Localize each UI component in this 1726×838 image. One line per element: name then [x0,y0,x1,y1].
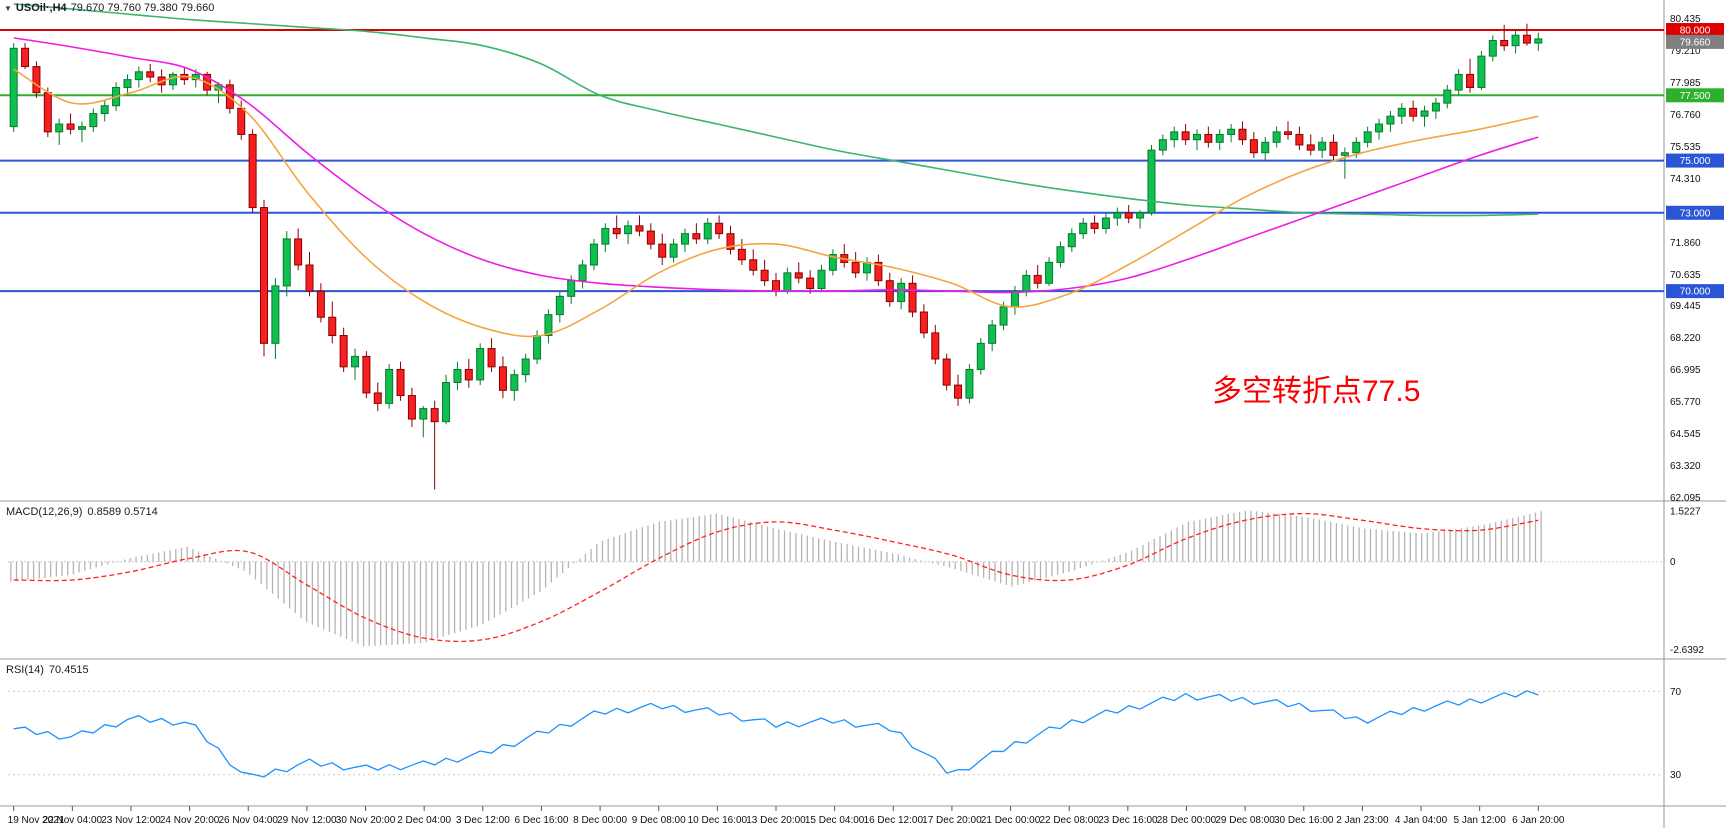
moving-averages-layer [13,3,1539,338]
ohlc-quote-values: 79.670 79.760 79.380 79.660 [70,2,215,14]
date-axis-label: 6 Dec 16:00 [514,815,568,826]
date-axis-label: 21 Dec 00:00 [981,815,1041,826]
svg-text:80.000: 80.000 [1680,26,1711,37]
svg-text:70.635: 70.635 [1670,270,1701,281]
rsi-indicator-values: 70.4515 [48,664,89,676]
macd-signal-line [13,512,1539,643]
svg-text:70.000: 70.000 [1680,287,1711,298]
level-badge-77.500 [1666,88,1724,103]
rsi-line [13,690,1539,778]
date-axis-label: 23 Nov 12:00 [101,815,161,826]
svg-text:65.770: 65.770 [1670,397,1701,408]
symbol-timeframe-label: USOil·,H4 [15,2,67,14]
macd-axis-tick: 0 [1670,557,1676,568]
rsi-indicator-name: RSI(14) [6,664,44,676]
svg-text:75.535: 75.535 [1670,142,1701,153]
macd-indicator-name: MACD(12,26,9) [6,506,83,518]
date-axis-label: 3 Dec 12:00 [456,815,510,826]
svg-text:76.760: 76.760 [1670,110,1701,121]
date-axis-label: 4 Jan 04:00 [1395,815,1448,826]
date-axis-label: 2 Dec 04:00 [397,815,451,826]
date-axis-label: 19 Nov 2021 [8,815,65,826]
ma-slow-line [13,3,1539,217]
svg-text:77.500: 77.500 [1680,91,1711,102]
date-axis-label: 22 Dec 08:00 [1039,815,1099,826]
macd-pane-label: MACD(12,26,9) 0.8589 0.5714 [6,506,158,518]
svg-text:64.545: 64.545 [1670,429,1701,440]
date-axis-label: 17 Dec 20:00 [922,815,982,826]
ma-mid-line [13,37,1539,294]
date-axis-label: 26 Nov 04:00 [218,815,278,826]
date-axis-label: 2 Jan 23:00 [1336,815,1389,826]
svg-text:74.310: 74.310 [1670,174,1701,185]
svg-text:79.660: 79.660 [1680,37,1711,48]
level-badge-73.000 [1666,205,1724,220]
level-badge-80.000 [1666,23,1724,38]
date-axis-label: 30 Dec 16:00 [1274,815,1334,826]
svg-text:77.985: 77.985 [1670,78,1701,89]
symbol-info-bar: ▼ USOil·,H4 79.670 79.760 79.380 79.660 [4,2,214,14]
macd-axis-tick: -2.6392 [1670,645,1704,656]
date-axis-label: 22 Nov 04:00 [43,815,103,826]
macd-axis-tick: 1.5227 [1670,507,1701,518]
date-axis-label: 29 Nov 12:00 [277,815,337,826]
date-axis-label: 5 Jan 12:00 [1454,815,1507,826]
date-axis-label: 13 Dec 20:00 [746,815,806,826]
rsi-pane: 70 30 [8,687,1682,781]
current-price-badge [1666,34,1724,49]
candles-layer [9,23,1543,490]
svg-text:75.000: 75.000 [1680,156,1711,167]
date-axis-label: 10 Dec 16:00 [688,815,748,826]
macd-indicator-values: 0.8589 0.5714 [87,506,158,518]
svg-text:68.220: 68.220 [1670,333,1701,344]
price-axis-badges: 80.000 77.500 75.000 73.000 70.000 79.660 [1666,23,1724,299]
macd-pane: 1.5227 0 -2.6392 [8,507,1704,656]
date-axis-label: 29 Dec 08:00 [1215,815,1275,826]
svg-text:79.210: 79.210 [1670,46,1701,57]
svg-text:63.320: 63.320 [1670,461,1701,472]
date-axis-label: 16 Dec 12:00 [864,815,924,826]
chart-text-annotation: 多空转折点77.5 [1212,375,1421,408]
price-axis[interactable]: 80.43579.21077.98576.76075.53574.31073.0… [1670,14,1701,504]
macd-histogram [10,510,1542,647]
date-axis-label: 6 Jan 20:00 [1512,815,1565,826]
svg-text:66.995: 66.995 [1670,365,1701,376]
svg-text:80.435: 80.435 [1670,14,1701,25]
date-axis-label: 30 Nov 20:00 [336,815,396,826]
ma-fast-line [13,68,1539,338]
level-badge-75.000 [1666,153,1724,168]
date-axis-label: 28 Dec 00:00 [1157,815,1217,826]
date-axis-label: 23 Dec 16:00 [1098,815,1158,826]
svg-text:62.095: 62.095 [1670,493,1701,504]
date-axis-label: 15 Dec 04:00 [805,815,865,826]
rsi-axis-tick: 30 [1670,770,1682,781]
date-axis-label: 8 Dec 00:00 [573,815,627,826]
symbol-dropdown-icon[interactable]: ▼ [4,3,12,13]
date-axis-label: 9 Dec 08:00 [632,815,686,826]
rsi-pane-label: RSI(14) 70.4515 [6,664,89,676]
level-badge-70.000 [1666,284,1724,299]
date-axis-label: 24 Nov 20:00 [160,815,220,826]
rsi-axis-tick: 70 [1670,687,1682,698]
svg-text:69.445: 69.445 [1670,301,1701,312]
svg-text:73.000: 73.000 [1680,208,1711,219]
svg-text:71.860: 71.860 [1670,238,1701,249]
